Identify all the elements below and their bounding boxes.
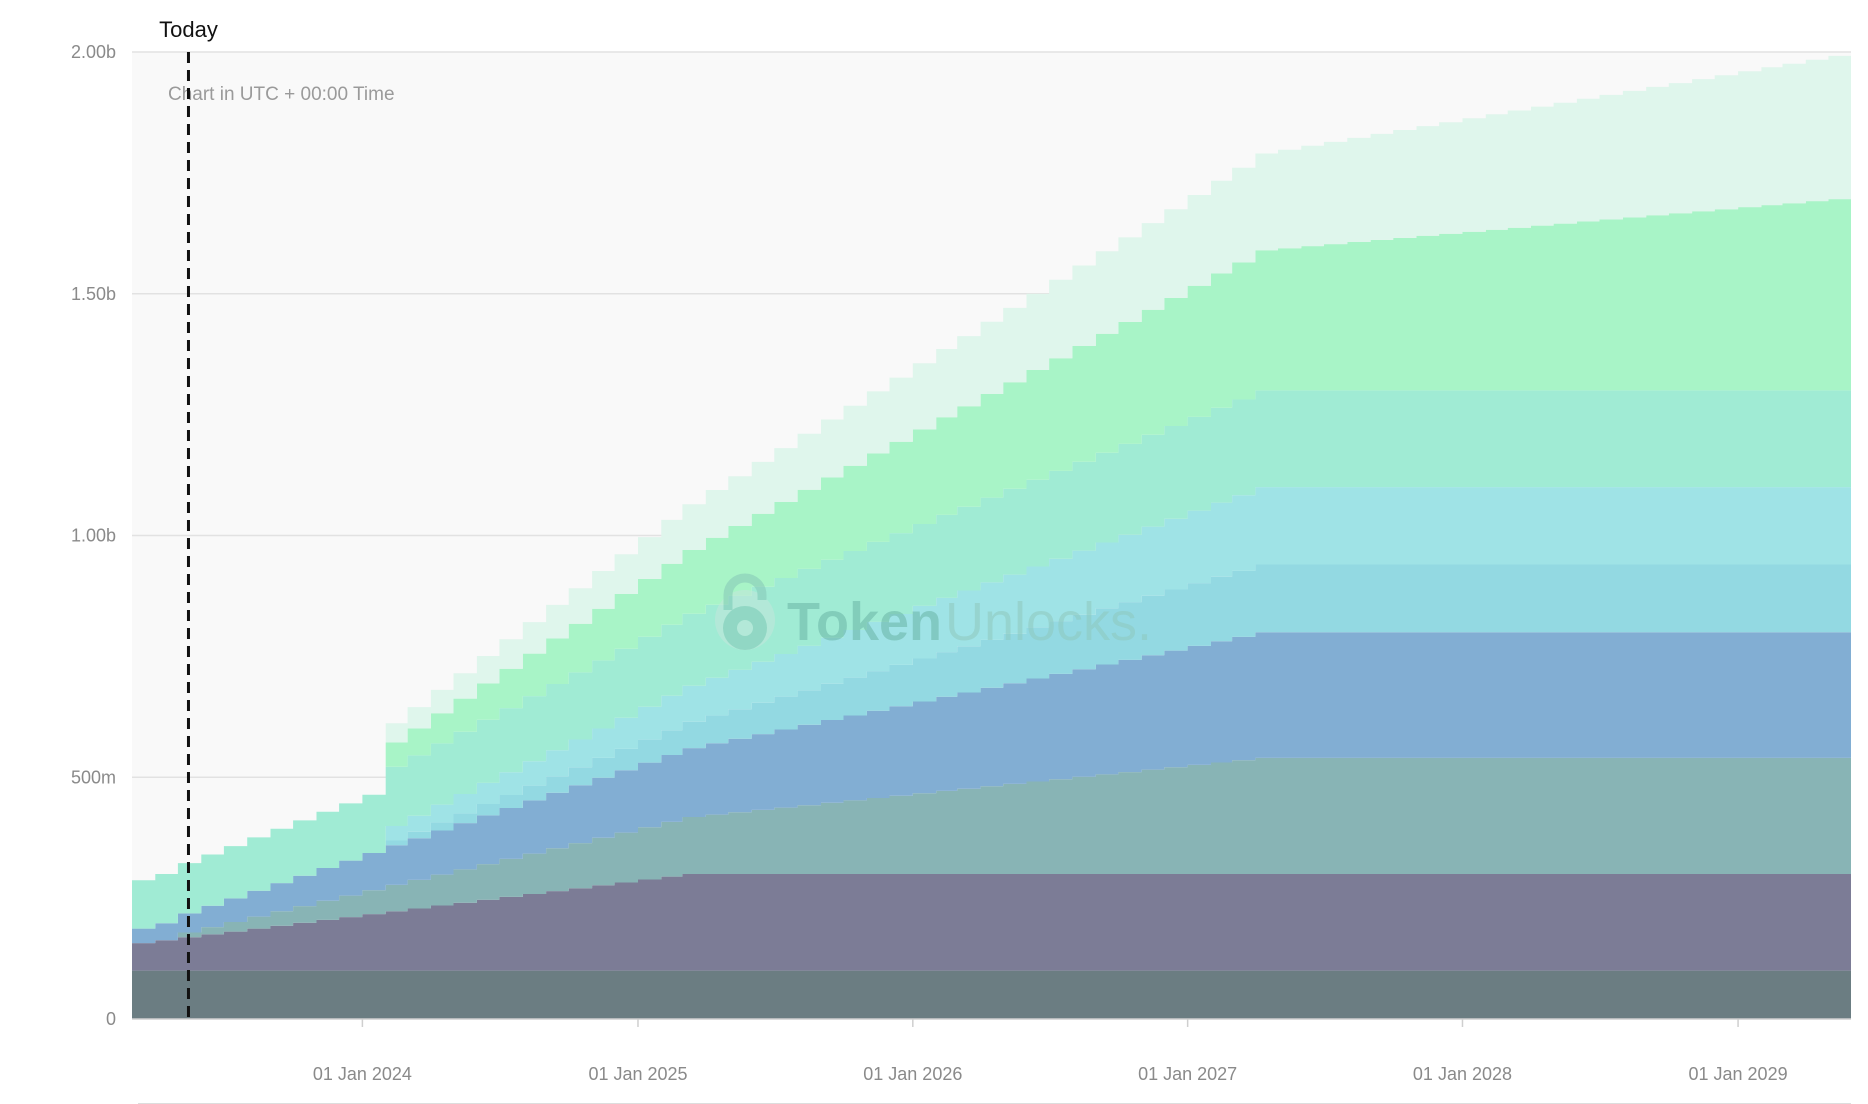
y-tick-label: 1.50b xyxy=(71,284,116,304)
x-axis: 01 Jan 2024 01 Jan 2025 01 Jan 2026 01 Jan … xyxy=(313,1019,1788,1084)
x-tick-label: 01 Jan 2026 xyxy=(863,1064,962,1084)
series-area-5 xyxy=(132,564,1851,929)
watermark-brand-bold: Token xyxy=(787,592,942,652)
y-tick-label: 1.00b xyxy=(71,526,116,546)
series-area-9 xyxy=(132,55,1851,881)
y-tick-label: 500m xyxy=(71,767,116,787)
watermark-brand-light: Unlocks. xyxy=(945,592,1152,652)
timezone-note: Chart in UTC + 00:00 Time xyxy=(168,84,395,105)
series-areas xyxy=(132,55,1851,1019)
y-tick-label: 0 xyxy=(106,1009,116,1029)
y-axis: 0 500m 1.00b 1.50b 2.00b xyxy=(71,42,116,1029)
x-tick-label: 01 Jan 2027 xyxy=(1138,1064,1237,1084)
series-area-4 xyxy=(132,632,1851,944)
series-area-2 xyxy=(132,874,1851,971)
y-tick-label: 2.00b xyxy=(71,42,116,62)
series-area-1 xyxy=(132,970,1851,1019)
x-tick-label: 01 Jan 2028 xyxy=(1413,1064,1512,1084)
today-marker-label: Today xyxy=(159,17,218,42)
watermark: Token Unlocks. xyxy=(715,573,1152,652)
lock-icon xyxy=(715,573,775,650)
series-area-7 xyxy=(132,390,1851,929)
series-area-3 xyxy=(132,757,1851,944)
x-tick-label: 01 Jan 2029 xyxy=(1689,1064,1788,1084)
series-area-8 xyxy=(132,199,1851,881)
x-tick-label: 01 Jan 2025 xyxy=(588,1064,687,1084)
x-tick-label: 01 Jan 2024 xyxy=(313,1064,412,1084)
series-area-6 xyxy=(132,487,1851,929)
